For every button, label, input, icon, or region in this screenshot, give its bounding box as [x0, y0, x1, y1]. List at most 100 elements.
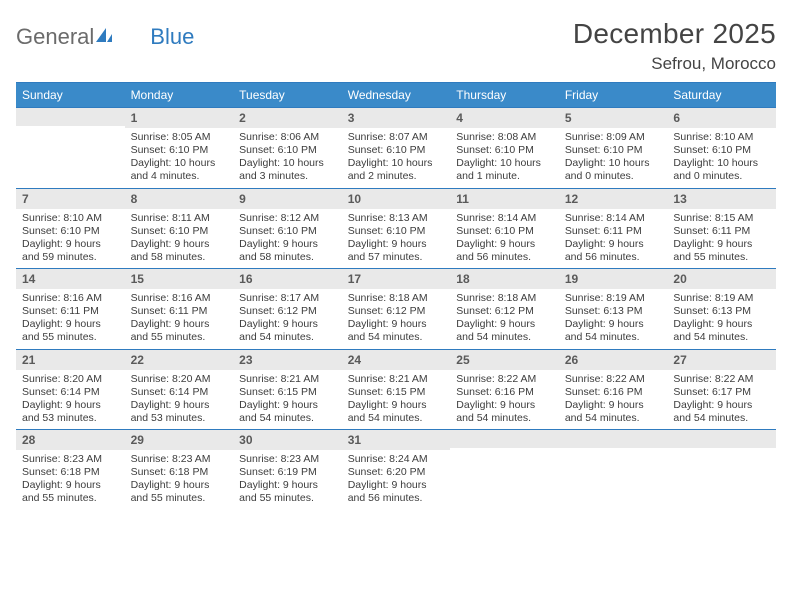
- day-line: and 54 minutes.: [673, 331, 770, 344]
- weekday-header: Friday: [559, 83, 668, 107]
- day-body: Sunrise: 8:12 AMSunset: 6:10 PMDaylight:…: [233, 209, 342, 269]
- day-line: Sunrise: 8:12 AM: [239, 212, 336, 225]
- day-cell: 29Sunrise: 8:23 AMSunset: 6:18 PMDayligh…: [125, 430, 234, 510]
- day-line: Daylight: 10 hours: [239, 157, 336, 170]
- week-row: 1Sunrise: 8:05 AMSunset: 6:10 PMDaylight…: [16, 107, 776, 188]
- day-line: Daylight: 10 hours: [565, 157, 662, 170]
- day-line: Daylight: 10 hours: [131, 157, 228, 170]
- day-line: Daylight: 9 hours: [565, 399, 662, 412]
- day-line: Sunset: 6:10 PM: [348, 225, 445, 238]
- day-line: and 0 minutes.: [565, 170, 662, 183]
- day-line: Sunrise: 8:23 AM: [239, 453, 336, 466]
- day-cell: 13Sunrise: 8:15 AMSunset: 6:11 PMDayligh…: [667, 189, 776, 269]
- week-row: 7 Sunrise: 8:10 AM Sunset: 6:10 PM Daylight…: [16, 188, 776, 269]
- weekday-header: Saturday: [667, 83, 776, 107]
- day-line: Sunrise: 8:10 AM: [673, 131, 770, 144]
- day-line: Daylight: 9 hours: [22, 238, 119, 251]
- day-number: 25: [450, 350, 559, 370]
- day-line: Sunset: 6:11 PM: [673, 225, 770, 238]
- day-cell: 31Sunrise: 8:24 AMSunset: 6:20 PMDayligh…: [342, 430, 451, 510]
- day-line: Daylight: 10 hours: [456, 157, 553, 170]
- day-body: Sunrise: 8:14 AMSunset: 6:11 PMDaylight:…: [559, 209, 668, 269]
- day-line: Sunset: 6:11 PM: [22, 305, 119, 318]
- day-line: Sunrise: 8:22 AM: [565, 373, 662, 386]
- day-line: Sunrise: 8:24 AM: [348, 453, 445, 466]
- day-line: Sunrise: 8:21 AM: [348, 373, 445, 386]
- weeks-container: 1Sunrise: 8:05 AMSunset: 6:10 PMDaylight…: [16, 107, 776, 510]
- day-body: Sunrise: 8:21 AMSunset: 6:15 PMDaylight:…: [233, 370, 342, 430]
- day-line: Daylight: 9 hours: [673, 399, 770, 412]
- day-body: Sunrise: 8:21 AMSunset: 6:15 PMDaylight:…: [342, 370, 451, 430]
- day-line: Daylight: 9 hours: [565, 318, 662, 331]
- week-row: 14Sunrise: 8:16 AMSunset: 6:11 PMDayligh…: [16, 268, 776, 349]
- day-cell: 5Sunrise: 8:09 AMSunset: 6:10 PMDaylight…: [559, 108, 668, 188]
- day-cell: 19Sunrise: 8:19 AMSunset: 6:13 PMDayligh…: [559, 269, 668, 349]
- day-line: Sunset: 6:15 PM: [348, 386, 445, 399]
- day-line: Sunset: 6:12 PM: [348, 305, 445, 318]
- day-number: 29: [125, 430, 234, 450]
- day-line: Sunset: 6:16 PM: [456, 386, 553, 399]
- day-line: and 2 minutes.: [348, 170, 445, 183]
- day-line: Daylight: 9 hours: [22, 479, 119, 492]
- day-cell: 14Sunrise: 8:16 AMSunset: 6:11 PMDayligh…: [16, 269, 125, 349]
- day-number: 7: [16, 189, 125, 209]
- day-line: and 59 minutes.: [22, 251, 119, 264]
- day-cell: 1Sunrise: 8:05 AMSunset: 6:10 PMDaylight…: [125, 108, 234, 188]
- day-body: Sunrise: 8:06 AMSunset: 6:10 PMDaylight:…: [233, 128, 342, 188]
- day-line: Sunrise: 8:18 AM: [456, 292, 553, 305]
- day-line: Sunset: 6:10 PM: [456, 144, 553, 157]
- day-body: Sunrise: 8:19 AMSunset: 6:13 PMDaylight:…: [667, 289, 776, 349]
- day-line: Sunrise: 8:20 AM: [131, 373, 228, 386]
- brand-logo: General Blue: [16, 24, 194, 50]
- sail-icon: [94, 26, 114, 49]
- day-line: and 0 minutes.: [673, 170, 770, 183]
- day-line: Sunset: 6:18 PM: [131, 466, 228, 479]
- day-number: 4: [450, 108, 559, 128]
- day-cell: 6Sunrise: 8:10 AMSunset: 6:10 PMDaylight…: [667, 108, 776, 188]
- day-number: 2: [233, 108, 342, 128]
- day-line: and 54 minutes.: [673, 412, 770, 425]
- day-line: Daylight: 9 hours: [565, 238, 662, 251]
- day-line: and 53 minutes.: [22, 412, 119, 425]
- day-line: Sunset: 6:13 PM: [565, 305, 662, 318]
- day-line: Daylight: 9 hours: [348, 318, 445, 331]
- day-line: Daylight: 9 hours: [348, 399, 445, 412]
- day-line: Sunrise: 8:10 AM: [22, 212, 119, 225]
- day-number: [16, 108, 125, 126]
- day-line: Daylight: 9 hours: [22, 399, 119, 412]
- day-cell: 30Sunrise: 8:23 AMSunset: 6:19 PMDayligh…: [233, 430, 342, 510]
- day-cell: 17Sunrise: 8:18 AMSunset: 6:12 PMDayligh…: [342, 269, 451, 349]
- day-line: Daylight: 9 hours: [673, 238, 770, 251]
- day-number: 9: [233, 189, 342, 209]
- day-line: Daylight: 9 hours: [22, 318, 119, 331]
- day-line: Daylight: 10 hours: [673, 157, 770, 170]
- day-line: and 55 minutes.: [22, 331, 119, 344]
- day-body: Sunrise: 8:22 AMSunset: 6:17 PMDaylight:…: [667, 370, 776, 430]
- day-line: and 56 minutes.: [456, 251, 553, 264]
- day-number: 12: [559, 189, 668, 209]
- day-line: Daylight: 9 hours: [131, 238, 228, 251]
- day-number: 6: [667, 108, 776, 128]
- day-cell: [450, 430, 559, 510]
- day-line: Sunset: 6:16 PM: [565, 386, 662, 399]
- day-line: Sunrise: 8:15 AM: [673, 212, 770, 225]
- calendar-grid: SundayMondayTuesdayWednesdayThursdayFrid…: [16, 82, 776, 510]
- day-body: Sunrise: 8:08 AMSunset: 6:10 PMDaylight:…: [450, 128, 559, 188]
- day-number: 18: [450, 269, 559, 289]
- day-body: Sunrise: 8:11 AMSunset: 6:10 PMDaylight:…: [125, 209, 234, 269]
- day-number: [450, 430, 559, 448]
- day-cell: [16, 108, 125, 188]
- day-line: Daylight: 9 hours: [131, 318, 228, 331]
- day-body: Sunrise: 8:18 AMSunset: 6:12 PMDaylight:…: [450, 289, 559, 349]
- day-line: and 54 minutes.: [456, 331, 553, 344]
- day-line: Sunrise: 8:20 AM: [22, 373, 119, 386]
- day-line: and 1 minute.: [456, 170, 553, 183]
- day-cell: 21Sunrise: 8:20 AMSunset: 6:14 PMDayligh…: [16, 350, 125, 430]
- day-line: Sunrise: 8:14 AM: [565, 212, 662, 225]
- day-line: and 55 minutes.: [131, 331, 228, 344]
- day-line: and 55 minutes.: [239, 492, 336, 505]
- day-body: Sunrise: 8:09 AMSunset: 6:10 PMDaylight:…: [559, 128, 668, 188]
- day-number: 26: [559, 350, 668, 370]
- day-line: Sunset: 6:10 PM: [348, 144, 445, 157]
- day-line: Sunrise: 8:11 AM: [131, 212, 228, 225]
